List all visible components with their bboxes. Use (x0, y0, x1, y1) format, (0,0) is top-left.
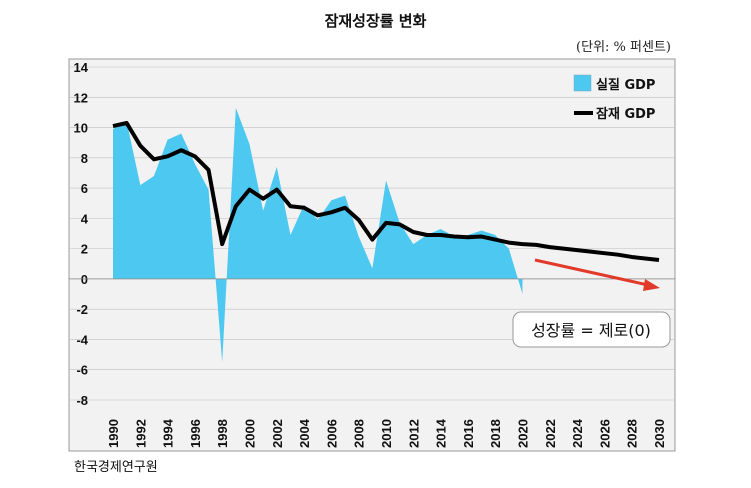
x-tick-label: 2024 (570, 418, 585, 448)
callout-text: 성장률 = 제로(0) (531, 321, 651, 340)
callout-box: 성장률 = 제로(0) (512, 311, 671, 348)
x-tick-label: 1992 (133, 419, 148, 448)
x-tick-label: 1996 (188, 419, 203, 448)
x-tick-label: 2026 (597, 419, 612, 448)
x-axis-ticks: 1990 1992 1994 1996 1998 2000 2002 2004 2006 2008… (106, 418, 667, 448)
x-tick-label: 2002 (270, 419, 285, 448)
y-tick-label: -4 (76, 332, 88, 347)
y-tick-label: 4 (81, 211, 89, 226)
legend: 실질 GDP 잠재 GDP (573, 74, 655, 122)
x-tick-label: 2012 (406, 419, 421, 448)
x-tick-label: 2006 (324, 419, 339, 448)
x-tick-label: 2008 (352, 419, 367, 448)
y-tick-label: 8 (81, 151, 88, 166)
trend-arrow (534, 258, 660, 291)
source-label: 한국경제연구원 (74, 460, 158, 475)
legend-label-potential-gdp: 잠재 GDP (596, 106, 655, 122)
x-tick-label: 1998 (215, 419, 230, 448)
x-tick-label: 2028 (625, 419, 640, 448)
series-line-potential-gdp (112, 121, 660, 262)
y-tick-label: 12 (74, 90, 88, 105)
y-tick-label: 0 (81, 272, 88, 287)
y-tick-label: 10 (74, 121, 88, 136)
unit-label: (단위: % 퍼센트) (576, 40, 671, 55)
x-tick-label: 2016 (461, 419, 476, 448)
series-area-real-gdp (113, 107, 523, 363)
y-tick-label: -6 (76, 363, 88, 378)
legend-swatch-real-gdp (573, 74, 592, 92)
y-tick-label: 2 (81, 242, 88, 257)
y-tick-label: -8 (76, 393, 88, 408)
x-tick-label: 2000 (243, 419, 258, 448)
y-tick-label: -2 (76, 302, 88, 317)
x-tick-label: 1994 (161, 418, 176, 448)
y-tick-label: 14 (74, 60, 89, 75)
x-tick-label: 2014 (434, 418, 449, 448)
x-tick-label: 2030 (652, 419, 667, 448)
chart-title: 잠재성장률 변화 (324, 12, 427, 30)
x-tick-label: 2018 (488, 419, 503, 448)
x-tick-label: 2022 (543, 419, 558, 448)
legend-label-real-gdp: 실질 GDP (596, 77, 655, 93)
x-tick-label: 2010 (379, 419, 394, 448)
x-tick-label: 1990 (106, 419, 121, 448)
y-tick-label: 6 (81, 181, 88, 196)
x-tick-label: 2004 (297, 418, 312, 448)
y-axis-ticks: 14 12 10 8 6 4 2 0 -2 -4 -6 -8 (74, 60, 89, 408)
x-tick-label: 2020 (516, 419, 531, 448)
